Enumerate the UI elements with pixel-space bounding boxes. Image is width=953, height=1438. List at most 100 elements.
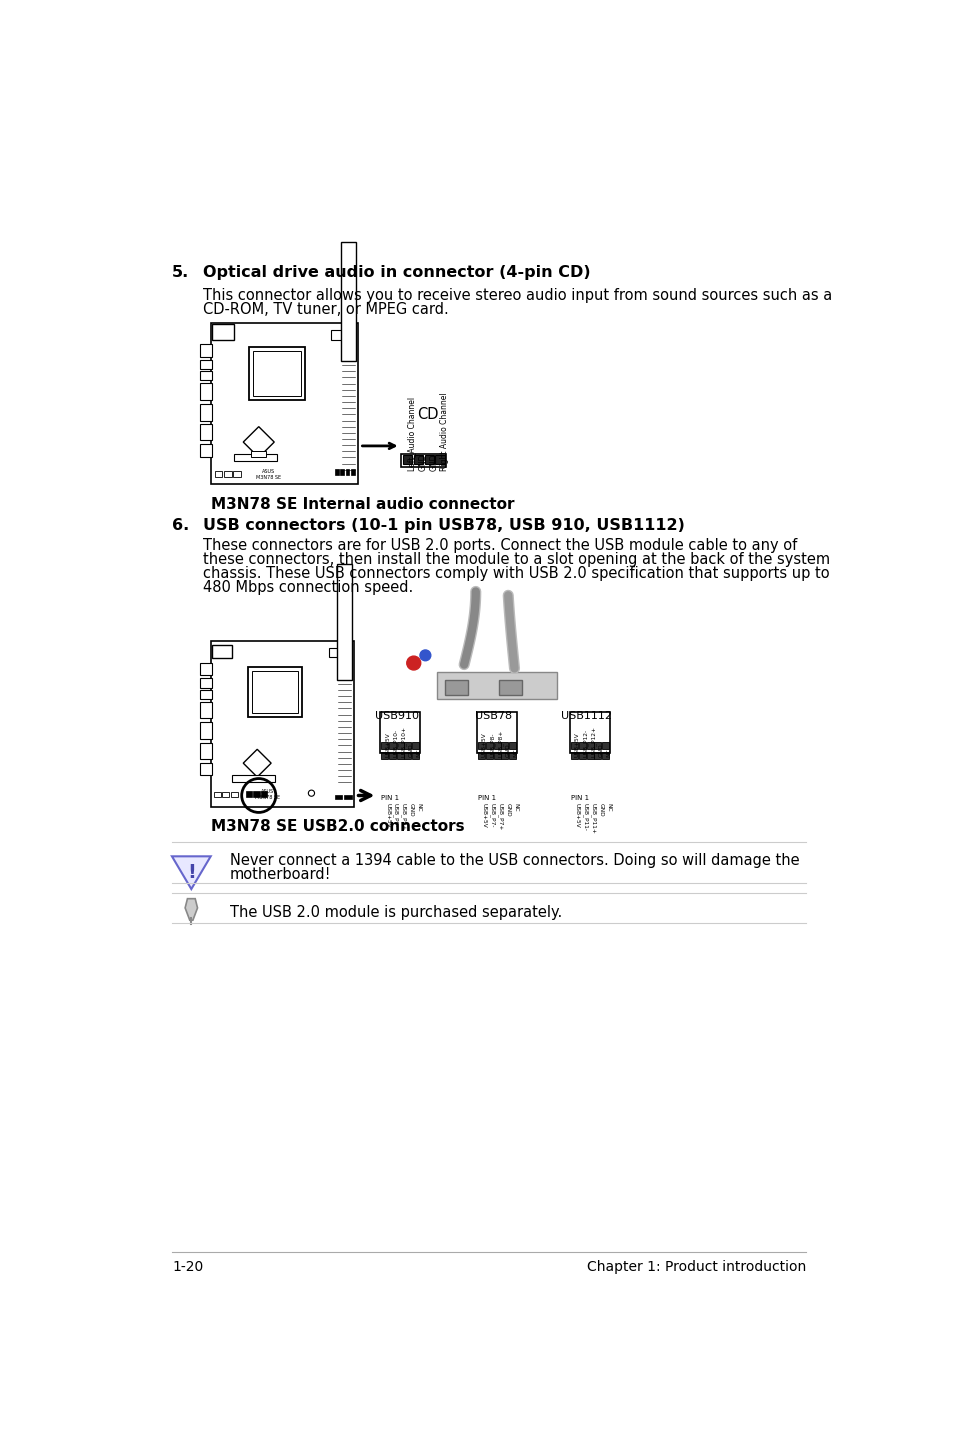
- Bar: [211, 641, 354, 807]
- Bar: [213, 792, 220, 797]
- Bar: [601, 742, 608, 749]
- Bar: [199, 690, 212, 699]
- Text: M3N78 SE Internal audio connector: M3N78 SE Internal audio connector: [211, 496, 514, 512]
- Text: USB+5V: USB+5V: [481, 804, 486, 828]
- Bar: [199, 679, 212, 687]
- Bar: [435, 456, 444, 464]
- Bar: [396, 742, 403, 749]
- Bar: [380, 712, 419, 754]
- Bar: [586, 752, 593, 759]
- Text: These connectors are for USB 2.0 ports. Connect the USB module cable to any of: These connectors are for USB 2.0 ports. …: [203, 538, 797, 554]
- Circle shape: [308, 789, 314, 797]
- Bar: [340, 469, 344, 475]
- Text: USB_P8+: USB_P8+: [497, 729, 502, 756]
- Bar: [500, 742, 508, 749]
- Bar: [199, 344, 212, 357]
- Text: these connectors, then install the module to a slot opening at the back of the s: these connectors, then install the modul…: [203, 552, 829, 567]
- Circle shape: [406, 656, 420, 670]
- Bar: [476, 712, 517, 754]
- Bar: [444, 680, 468, 696]
- Bar: [199, 404, 212, 420]
- Bar: [211, 322, 357, 485]
- Bar: [396, 752, 403, 759]
- Bar: [199, 360, 212, 370]
- Bar: [253, 351, 301, 395]
- Bar: [594, 742, 600, 749]
- Text: NC: NC: [605, 748, 610, 756]
- Text: GND: GND: [408, 743, 413, 756]
- Bar: [402, 456, 412, 464]
- Bar: [199, 702, 212, 719]
- Bar: [249, 348, 305, 400]
- Text: GND: GND: [418, 453, 427, 470]
- Bar: [570, 712, 609, 754]
- Bar: [331, 331, 343, 339]
- Bar: [233, 472, 241, 477]
- Text: USB+5V: USB+5V: [575, 804, 579, 828]
- Bar: [509, 742, 516, 749]
- Bar: [261, 791, 267, 797]
- Text: USB_P7-: USB_P7-: [489, 804, 495, 828]
- Text: USB_P12-: USB_P12-: [582, 729, 588, 756]
- Text: M3N78 SE USB2.0 connectors: M3N78 SE USB2.0 connectors: [211, 820, 464, 834]
- Bar: [389, 742, 395, 749]
- Bar: [329, 649, 340, 657]
- Bar: [214, 472, 222, 477]
- Bar: [222, 792, 229, 797]
- Text: USB+5V: USB+5V: [385, 732, 390, 756]
- Bar: [436, 673, 557, 699]
- Bar: [594, 752, 600, 759]
- Bar: [601, 752, 608, 759]
- Text: USB+5V: USB+5V: [481, 732, 486, 756]
- Bar: [340, 242, 355, 361]
- Bar: [381, 752, 388, 759]
- Text: GND: GND: [408, 804, 413, 817]
- Text: USB_P9-: USB_P9-: [393, 804, 398, 828]
- Polygon shape: [243, 749, 271, 777]
- Bar: [336, 565, 352, 680]
- Bar: [412, 742, 418, 749]
- Text: USB_P8-: USB_P8-: [489, 732, 495, 756]
- Bar: [401, 453, 446, 467]
- Bar: [224, 472, 232, 477]
- Text: The USB 2.0 module is purchased separately.: The USB 2.0 module is purchased separate…: [230, 905, 561, 920]
- Text: NC: NC: [605, 804, 610, 812]
- Text: Never connect a 1394 cable to the USB connectors. Doing so will damage the: Never connect a 1394 cable to the USB co…: [230, 853, 799, 869]
- Bar: [344, 795, 352, 800]
- Bar: [212, 644, 232, 659]
- Text: 5.: 5.: [172, 265, 189, 280]
- Bar: [414, 456, 422, 464]
- Text: PIN 1: PIN 1: [381, 795, 399, 801]
- Text: PIN 1: PIN 1: [477, 795, 496, 801]
- Bar: [578, 742, 585, 749]
- Bar: [199, 743, 212, 758]
- Bar: [199, 424, 212, 440]
- Bar: [345, 469, 349, 475]
- Text: GND: GND: [598, 743, 602, 756]
- Text: USB connectors (10-1 pin USB78, USB 910, USB1112): USB connectors (10-1 pin USB78, USB 910,…: [203, 518, 684, 533]
- Bar: [199, 444, 212, 457]
- Text: ASUS
M3N78 SE: ASUS M3N78 SE: [254, 789, 279, 800]
- Bar: [335, 469, 338, 475]
- Text: This connector allows you to receive stereo audio input from sound sources such : This connector allows you to receive ste…: [203, 288, 831, 303]
- Text: Optical drive audio in connector (4-pin CD): Optical drive audio in connector (4-pin …: [203, 265, 590, 280]
- Bar: [231, 792, 237, 797]
- Bar: [233, 775, 274, 782]
- Bar: [199, 383, 212, 400]
- Polygon shape: [185, 899, 197, 920]
- Bar: [212, 324, 233, 339]
- Text: 6.: 6.: [172, 518, 189, 533]
- Text: motherboard!: motherboard!: [230, 867, 332, 881]
- Text: PIN 1: PIN 1: [571, 795, 589, 801]
- Text: CD: CD: [416, 407, 437, 423]
- Bar: [389, 752, 395, 759]
- Text: USB+5V: USB+5V: [385, 804, 390, 828]
- Text: USB910: USB910: [375, 710, 418, 720]
- Bar: [477, 752, 484, 759]
- Bar: [233, 453, 276, 462]
- Text: USB78: USB78: [475, 710, 512, 720]
- Text: chassis. These USB connectors comply with USB 2.0 specification that supports up: chassis. These USB connectors comply wit…: [203, 567, 829, 581]
- Text: Chapter 1: Product introduction: Chapter 1: Product introduction: [586, 1260, 805, 1274]
- Text: GND: GND: [598, 804, 602, 817]
- Text: 1-20: 1-20: [172, 1260, 203, 1274]
